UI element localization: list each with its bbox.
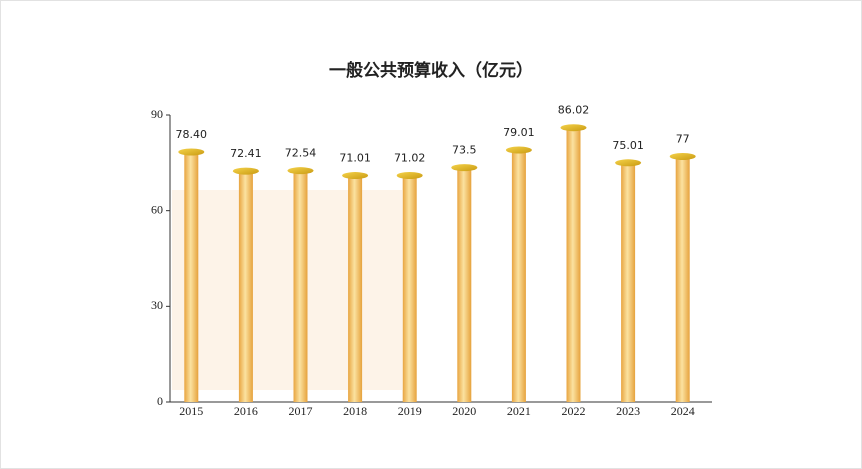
y-tick-label: 0 xyxy=(157,394,163,408)
y-tick-label: 30 xyxy=(151,298,163,312)
bar xyxy=(184,151,199,402)
x-tick-label: 2016 xyxy=(234,404,258,418)
value-label: 71.01 xyxy=(339,152,371,165)
bar xyxy=(511,150,526,402)
value-label: 73.5 xyxy=(452,144,477,157)
bar-cap xyxy=(178,148,205,156)
bar xyxy=(566,127,581,403)
chart-title: 一般公共预算收入（亿元） xyxy=(329,60,533,80)
x-tick-label: 2022 xyxy=(562,404,586,418)
value-label: 72.54 xyxy=(285,147,317,160)
bar-cap xyxy=(287,167,314,175)
x-tick-label: 2023 xyxy=(616,404,640,418)
x-tick-label: 2024 xyxy=(671,404,695,418)
bar-cap xyxy=(669,152,696,160)
value-label: 75.01 xyxy=(612,139,644,152)
bar-cap xyxy=(232,167,259,175)
bar-cap xyxy=(560,124,587,132)
value-label: 72.41 xyxy=(230,147,262,160)
value-label: 79.01 xyxy=(503,126,535,139)
x-tick-label: 2020 xyxy=(452,404,476,418)
y-tick-label: 60 xyxy=(151,202,163,216)
bar-cap xyxy=(396,172,423,180)
bar xyxy=(621,162,636,402)
x-tick-label: 2015 xyxy=(179,404,203,418)
bar-cap xyxy=(342,172,369,180)
y-tick-label: 90 xyxy=(151,107,163,121)
bar xyxy=(238,171,253,402)
bar-cap xyxy=(615,159,642,167)
x-tick-label: 2018 xyxy=(343,404,367,418)
bar xyxy=(675,156,690,402)
bar-cap xyxy=(505,146,532,154)
value-label: 77 xyxy=(676,132,690,145)
value-label: 86.02 xyxy=(558,104,590,117)
bar xyxy=(457,167,472,402)
bar-cap xyxy=(451,164,478,172)
value-label: 71.02 xyxy=(394,152,426,165)
x-tick-label: 2019 xyxy=(398,404,422,418)
bar xyxy=(348,175,363,402)
x-tick-label: 2021 xyxy=(507,404,531,418)
bar xyxy=(402,175,417,402)
value-label: 78.40 xyxy=(176,128,208,141)
background-illustration xyxy=(172,190,402,390)
bar xyxy=(293,170,308,402)
x-tick-label: 2017 xyxy=(289,404,313,418)
